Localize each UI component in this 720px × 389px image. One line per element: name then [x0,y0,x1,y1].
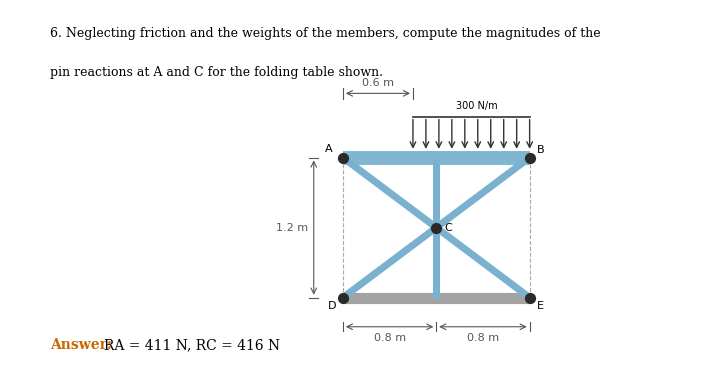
Text: 0.8 m: 0.8 m [374,333,405,343]
Point [524,294,536,301]
Text: RA = 411 N, RC = 416 N: RA = 411 N, RC = 416 N [104,338,281,352]
Text: Answer:: Answer: [50,338,112,352]
Text: 6. Neglecting friction and the weights of the members, compute the magnitudes of: 6. Neglecting friction and the weights o… [50,27,601,40]
Text: E: E [536,301,544,311]
Text: A: A [325,144,333,154]
Text: B: B [536,145,544,156]
Point [337,294,348,301]
Point [431,224,442,231]
Text: 1.2 m: 1.2 m [276,223,308,233]
Text: 0.6 m: 0.6 m [362,77,394,88]
Text: pin reactions at A and C for the folding table shown.: pin reactions at A and C for the folding… [50,66,383,79]
Text: D: D [328,301,336,311]
Text: 0.8 m: 0.8 m [467,333,499,343]
Point [337,154,348,161]
Point [524,154,536,161]
Text: C: C [445,223,452,233]
Text: 300 N/m: 300 N/m [456,101,498,111]
